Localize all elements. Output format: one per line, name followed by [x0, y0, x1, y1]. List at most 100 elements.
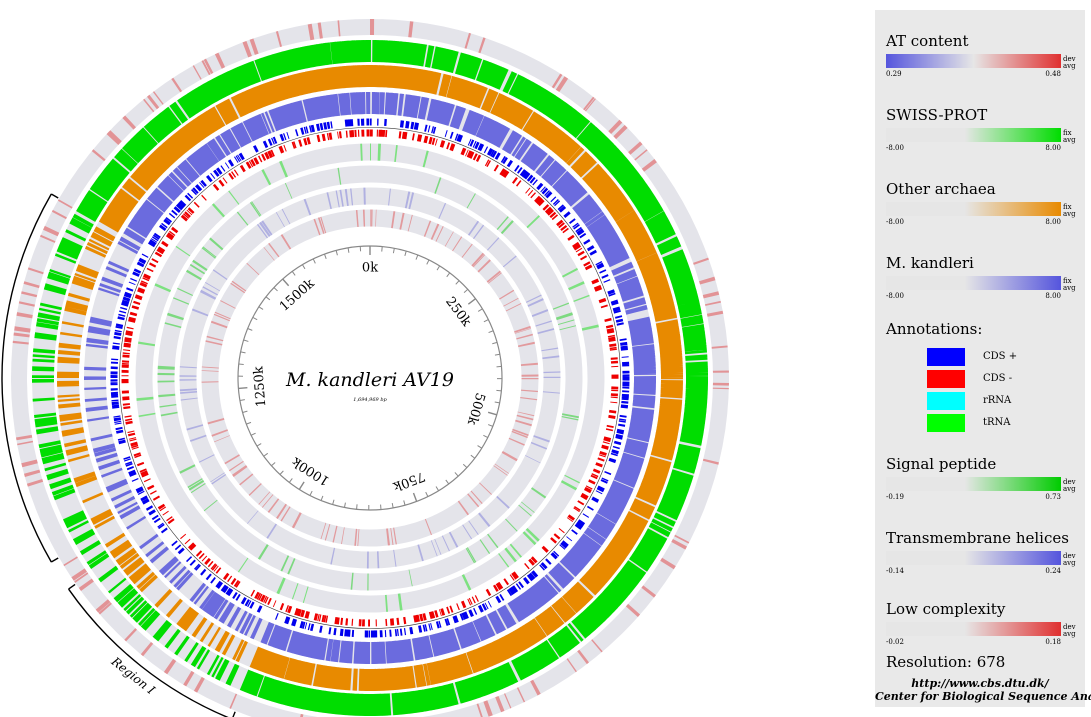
minor-tick [483, 434, 489, 438]
minor-tick [250, 432, 256, 436]
annotation-swatch [927, 348, 965, 366]
legend-tag-bottom: avg [1063, 136, 1076, 144]
organism-title: M. kandleri AV19 [285, 369, 454, 391]
legend-max-value: 0.48 [1045, 70, 1061, 78]
minor-tick [483, 319, 489, 323]
legend-tag-top: fix [1063, 129, 1072, 137]
minor-tick [446, 272, 451, 278]
annotation-label: rRNA [983, 395, 1012, 406]
minor-tick [273, 287, 278, 292]
legend-min-value: -0.02 [886, 638, 904, 646]
legend-max-value: 0.24 [1045, 567, 1061, 575]
legend-title: Transmembrane helices [886, 529, 1069, 547]
strand-separator [119, 127, 621, 629]
major-tick [467, 298, 476, 305]
legend-title: Low complexity [886, 600, 1006, 618]
tick-label: 1500k [277, 276, 318, 314]
minor-tick [415, 254, 419, 260]
minor-tick [455, 280, 460, 285]
minor-tick [425, 491, 429, 497]
legend-gradient [886, 54, 1061, 68]
legend-title: M. kandleri [886, 254, 974, 272]
minor-tick [477, 445, 483, 449]
minor-tick [492, 341, 498, 345]
minor-tick [291, 271, 296, 276]
minor-tick [265, 296, 271, 301]
annotation-label: CDS + [983, 351, 1018, 362]
tick-label: 1000k [290, 454, 333, 489]
minor-tick [332, 499, 335, 505]
legend-panel: AT content dev avg 0.29 0.48 SWISS-PROT fix avg… [875, 10, 1091, 707]
trna-ring-base [135, 143, 605, 613]
minor-tick [392, 248, 395, 254]
legend-max-value: 8.00 [1045, 144, 1061, 152]
legend-gradient [886, 622, 1061, 636]
legend-min-value: -0.14 [886, 567, 904, 575]
region-ii-bracket: Region II [1, 193, 59, 563]
annotation-swatch [927, 370, 965, 388]
minor-tick [404, 250, 407, 257]
minor-tick [356, 504, 358, 510]
legend-max-value: 8.00 [1045, 218, 1061, 226]
transmembrane-helices-ring-base [179, 187, 561, 569]
minor-tick [494, 401, 500, 404]
cbs-institute: Center for Biological Sequence Analysis [875, 690, 1091, 703]
minor-tick [477, 308, 483, 312]
minor-tick [242, 410, 248, 413]
minor-tick [335, 250, 338, 256]
minor-tick [470, 454, 476, 459]
minor-tick [426, 259, 430, 265]
resolution-label: Resolution: 678 [886, 653, 1006, 671]
major-tick [487, 411, 497, 416]
minor-tick [246, 421, 252, 425]
major-tick [412, 492, 418, 502]
minor-tick [279, 470, 284, 475]
legend-tag-top: dev [1063, 623, 1076, 631]
minor-tick [347, 247, 350, 253]
legend-title: Other archaea [886, 180, 996, 198]
tick-label: 750k [391, 468, 427, 494]
legend-tag-bottom: avg [1063, 485, 1076, 493]
minor-tick [487, 424, 493, 427]
legend-max-value: 8.00 [1045, 292, 1061, 300]
minor-tick [309, 490, 313, 496]
atlas-rings [11, 19, 729, 717]
minor-tick [403, 500, 406, 506]
minor-tick [258, 306, 264, 310]
major-tick [238, 386, 248, 390]
minor-tick [436, 265, 441, 271]
minor-tick [462, 463, 468, 468]
at-content-ring-base [11, 19, 729, 717]
minor-tick [312, 258, 316, 264]
legend-max-value: 0.18 [1045, 638, 1061, 646]
legend-title: Signal peptide [886, 455, 997, 473]
legend-min-value: -8.00 [886, 218, 904, 226]
minor-tick [454, 472, 459, 477]
legend-tag-top: dev [1063, 55, 1076, 63]
minor-tick [288, 478, 293, 483]
legend-tag-top: dev [1063, 478, 1076, 486]
minor-tick [243, 339, 249, 342]
tick-label: 500k [464, 391, 488, 427]
minor-tick [240, 351, 246, 354]
legend-tag-top: dev [1063, 552, 1076, 560]
legend-tag-top: fix [1063, 203, 1072, 211]
major-tick [298, 481, 305, 490]
legend-min-value: -0.19 [886, 493, 904, 501]
legend-tag-bottom: avg [1063, 559, 1076, 567]
minor-tick [488, 330, 494, 334]
legend-max-value: 0.73 [1045, 493, 1061, 501]
minor-tick [391, 502, 394, 509]
major-tick [282, 278, 290, 287]
legend-tag-bottom: avg [1063, 62, 1076, 70]
legend-min-value: -8.00 [886, 144, 904, 152]
minor-tick [324, 253, 327, 259]
legend-tag-bottom: avg [1063, 630, 1076, 638]
minor-tick [494, 353, 500, 356]
legend-gradient [886, 202, 1061, 216]
legend-tag-bottom: avg [1063, 210, 1076, 218]
cbs-url: http://www.cbs.dtu.dk/ [911, 677, 1049, 690]
minor-tick [343, 502, 346, 508]
legend-gradient [886, 551, 1061, 565]
